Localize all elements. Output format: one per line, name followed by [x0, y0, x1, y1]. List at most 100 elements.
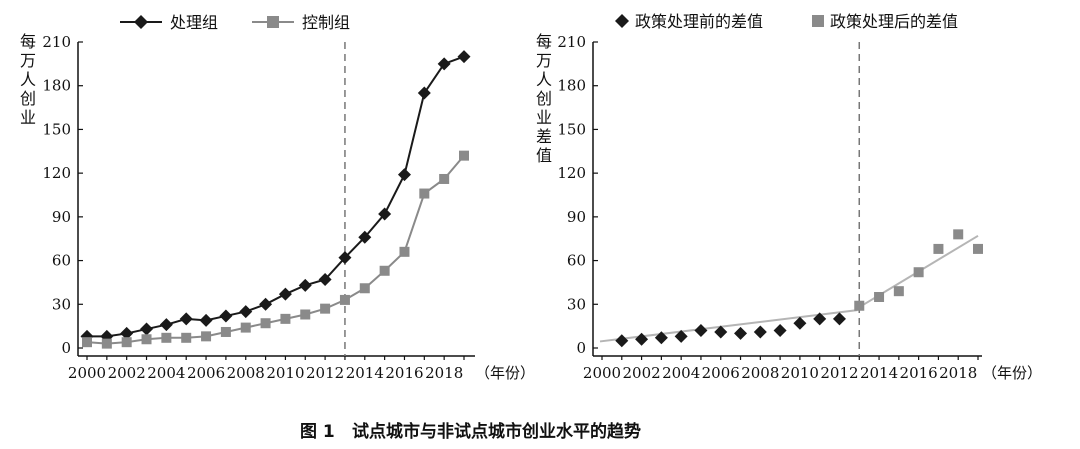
data-point-control [399, 246, 410, 257]
right-x-tick-label: 2002 [622, 364, 660, 382]
data-point-control [82, 337, 92, 348]
data-point-control [141, 334, 152, 345]
right-y-tick-label: 210 [557, 33, 586, 51]
legend-marker-post [812, 15, 824, 27]
legend-label-treatment: 处理组 [170, 13, 218, 32]
left-x-tick-label: 2006 [187, 364, 225, 382]
right-x-tick-label: 2012 [820, 364, 858, 382]
right-x-tick-label: 2016 [900, 364, 938, 382]
data-point-control [379, 265, 390, 276]
data-point-control [260, 318, 271, 329]
data-point-control [220, 326, 231, 337]
data-point-treatment [417, 86, 431, 100]
left-y-tick-label: 180 [42, 77, 71, 95]
left-y-tick-label: 60 [52, 252, 71, 270]
data-point-pre [832, 312, 846, 326]
data-point-pre [734, 326, 748, 340]
data-point-treatment [239, 305, 253, 319]
data-point-pre [694, 324, 708, 338]
data-point-post [893, 286, 904, 297]
data-point-pre [654, 331, 668, 345]
data-point-pre [813, 312, 827, 326]
right-x-tick-label: 2004 [662, 364, 700, 382]
data-point-treatment [159, 318, 173, 332]
data-point-treatment [298, 278, 312, 292]
right-legend: 政策处理前的差值 政策处理后的差值 [615, 12, 958, 31]
data-point-pre [773, 324, 787, 338]
left-legend: 处理组 控制组 [120, 13, 350, 32]
legend-label-control: 控制组 [302, 13, 350, 32]
left-y-axis-label: 每万人创业 [20, 32, 36, 127]
data-point-treatment [378, 207, 392, 221]
data-point-treatment [278, 287, 292, 301]
data-point-post [953, 229, 964, 240]
data-point-treatment [358, 230, 372, 244]
right-x-tick-label: 2014 [860, 364, 898, 382]
data-point-control [419, 188, 430, 199]
data-point-control [280, 313, 291, 324]
left-x-unit-label: （年份） [475, 364, 535, 382]
data-point-control [121, 337, 132, 348]
left-x-tick-label: 2000 [68, 364, 106, 382]
left-marks [80, 50, 471, 349]
right-y-tick-label: 30 [567, 295, 586, 313]
legend-marker-pre [615, 14, 629, 28]
right-y-tick-label: 0 [576, 339, 586, 357]
data-point-post [854, 300, 865, 311]
left-x-tick-label: 2014 [346, 364, 384, 382]
left-y-tick-label: 210 [42, 33, 71, 51]
series-line-treatment [87, 55, 465, 338]
right-x-tick-label: 2006 [702, 364, 740, 382]
data-point-control [359, 283, 370, 294]
data-point-treatment [259, 297, 273, 311]
data-point-post [973, 243, 983, 254]
data-point-control [201, 331, 212, 342]
data-point-control [320, 303, 331, 314]
left-x-tick-label: 2004 [147, 364, 185, 382]
legend-label-pre: 政策处理前的差值 [635, 12, 763, 31]
data-point-treatment [199, 313, 213, 327]
data-point-treatment [397, 168, 411, 182]
figure-caption-label: 图 1 [300, 422, 335, 442]
data-point-post [874, 292, 885, 302]
data-point-pre [674, 329, 688, 343]
legend-marker-treatment [134, 15, 148, 29]
left-y-tick-label: 90 [52, 208, 71, 226]
data-point-control [240, 322, 251, 333]
data-point-control [161, 332, 172, 343]
right-marks [599, 229, 983, 348]
left-x-tick-label: 2018 [425, 364, 463, 382]
right-x-tick-label: 2018 [939, 364, 977, 382]
data-point-treatment [120, 326, 134, 340]
data-point-control [101, 338, 112, 349]
left-x-tick-label: 2016 [385, 364, 423, 382]
data-point-pre [793, 316, 807, 330]
data-point-treatment [318, 273, 332, 287]
left-x-tick-label: 2008 [227, 364, 265, 382]
data-point-control [439, 173, 450, 184]
right-y-axis-label: 每万人创业差值 [536, 32, 552, 165]
right-y-tick-label: 90 [567, 208, 586, 226]
data-point-pre [615, 334, 629, 348]
left-y-tick-label: 150 [42, 120, 71, 138]
data-point-control [181, 332, 192, 343]
left-y-tick-label: 0 [61, 339, 71, 357]
data-point-treatment [457, 50, 471, 64]
data-point-treatment [437, 57, 451, 71]
right-y-tick-label: 120 [557, 164, 586, 182]
legend-label-post: 政策处理后的差值 [830, 12, 958, 31]
data-point-control [339, 294, 350, 305]
left-x-tick-label: 2010 [266, 364, 304, 382]
data-point-treatment [140, 322, 154, 336]
right-x-tick-label: 2000 [583, 364, 621, 382]
right-y-tick-label: 150 [557, 120, 586, 138]
legend-marker-control [267, 16, 279, 28]
figure-caption-text: 试点城市与非试点城市创业水平的趋势 [352, 421, 641, 442]
data-point-pre [753, 325, 767, 339]
data-point-post [913, 267, 924, 278]
right-x-tick-label: 2010 [781, 364, 819, 382]
left-y-tick-label: 120 [42, 164, 71, 182]
